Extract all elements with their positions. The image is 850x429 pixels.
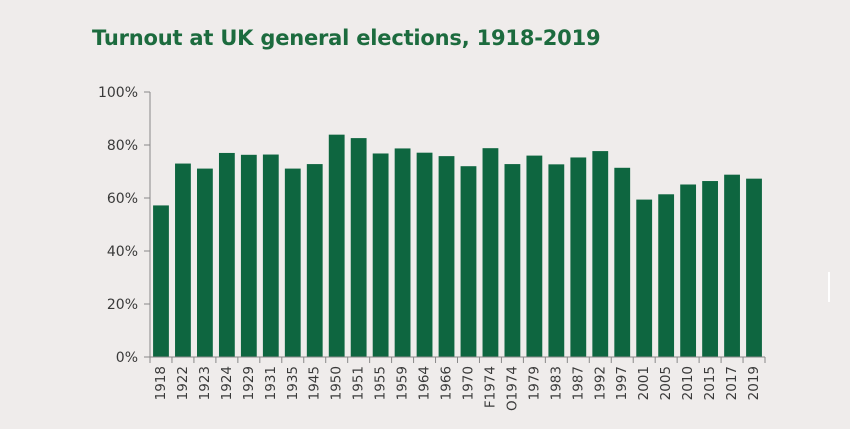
x-tick-label: 1935 [285, 366, 301, 400]
bar-1964 [416, 152, 433, 357]
x-tick-label: 1924 [219, 366, 235, 400]
x-tick-label: 1950 [329, 366, 345, 400]
x-tick-label: 1955 [373, 366, 389, 400]
x-tick-label: 2017 [724, 366, 740, 400]
bar-1950 [328, 134, 345, 357]
y-tick-label: 80% [107, 138, 138, 154]
bar-1945 [306, 164, 323, 357]
bar-2010 [680, 184, 697, 357]
bar-1951 [350, 138, 367, 357]
x-tick-label: 1959 [395, 366, 411, 400]
bar-1992 [592, 151, 609, 357]
x-tick-label: 1951 [351, 366, 367, 400]
x-tick-label: 1970 [460, 366, 476, 400]
bar-1997 [614, 167, 631, 357]
bar-2015 [702, 181, 718, 357]
x-tick-label: 1979 [526, 366, 542, 400]
x-tick-label: 1966 [439, 366, 455, 400]
x-tick-label: 1923 [197, 366, 213, 400]
bar-1918 [153, 205, 169, 357]
x-tick-label: 1997 [614, 366, 630, 400]
bar-1979 [526, 155, 543, 357]
bar-1923 [197, 168, 213, 357]
y-tick-label: 60% [107, 191, 138, 207]
bar-1970 [460, 166, 477, 357]
x-tick-label: 2001 [636, 366, 652, 400]
x-tick-label: F1974 [482, 366, 498, 408]
bar-1929 [240, 154, 257, 357]
x-tick-label: 1922 [175, 366, 191, 400]
x-tick-label: 1983 [548, 366, 564, 400]
y-tick-label: 20% [107, 297, 138, 313]
bar-2001 [636, 199, 653, 357]
bar-1935 [284, 168, 301, 357]
bar-1922 [175, 163, 191, 357]
x-tick-label: 1918 [153, 366, 169, 400]
y-tick-label: 40% [107, 244, 138, 260]
x-tick-label: 2015 [702, 366, 718, 400]
x-tick-label: 1987 [570, 366, 586, 400]
bar-1924 [218, 152, 235, 357]
chart-title: Turnout at UK general elections, 1918-20… [92, 26, 601, 50]
bar-1931 [262, 154, 279, 357]
bar-O1974 [504, 164, 521, 357]
x-tick-label: O1974 [504, 366, 520, 411]
x-axis: 1918 1922 1923 1924 1929 1931 1935 1945 1950 1951… [149, 356, 766, 411]
x-tick-label: 1931 [263, 366, 279, 400]
bars-group [153, 134, 762, 357]
edge-divider [828, 272, 830, 302]
x-tick-label: 1964 [417, 366, 433, 400]
x-tick-label: 2005 [658, 366, 674, 400]
bar-1983 [548, 164, 565, 357]
x-tick-label: 2010 [680, 366, 696, 400]
y-axis: 0% 20% 40% 60% 80% 100% [98, 85, 151, 366]
bar-2019 [746, 178, 762, 357]
bar-2005 [658, 194, 675, 357]
x-tick-label: 1945 [307, 366, 323, 400]
bar-2017 [724, 174, 740, 357]
x-tick-label: 1992 [592, 366, 608, 400]
bar-1955 [372, 153, 389, 357]
x-tick-label: 1929 [241, 366, 257, 400]
bar-1987 [570, 157, 587, 357]
bar-1959 [394, 148, 411, 357]
y-tick-label: 100% [98, 85, 138, 101]
x-tick-label: 2019 [746, 366, 762, 400]
bar-1966 [438, 156, 455, 357]
bar-F1974 [482, 148, 499, 357]
y-tick-label: 0% [116, 350, 138, 366]
